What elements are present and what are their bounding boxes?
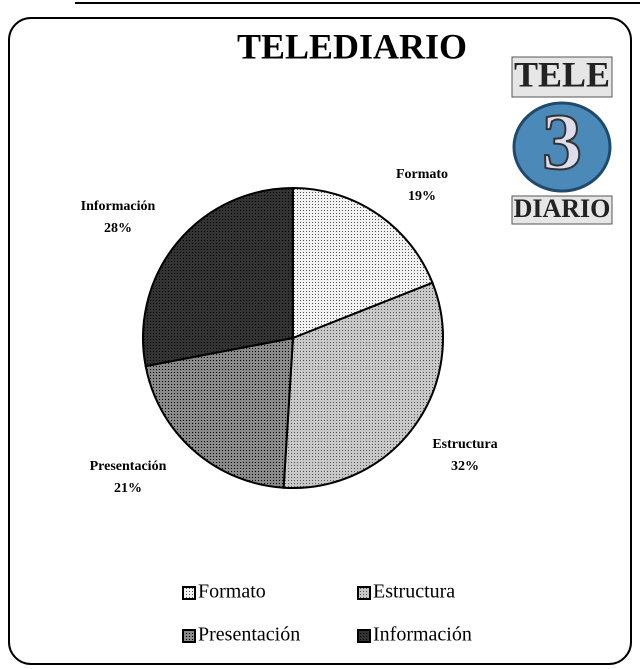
legend-swatch bbox=[182, 586, 196, 600]
logo-top-box bbox=[511, 56, 613, 98]
legend-swatch bbox=[357, 586, 371, 600]
logo-bottom-box bbox=[511, 195, 613, 225]
slice-label: Presentación bbox=[90, 459, 167, 474]
pie-slice bbox=[292, 186, 434, 340]
logo: TELE 3 DIARIO bbox=[511, 54, 613, 225]
slice-label: Formato bbox=[396, 167, 448, 182]
slice-label: Información bbox=[81, 199, 156, 214]
legend-label: Formato bbox=[198, 581, 266, 603]
pie-slice bbox=[142, 186, 294, 368]
slice-label: Estructura bbox=[432, 437, 497, 452]
slice-value: 32% bbox=[451, 459, 479, 474]
legend-swatch bbox=[182, 629, 196, 643]
logo-number: 3 bbox=[542, 98, 582, 186]
logo-globe bbox=[512, 101, 612, 193]
slice-value: 21% bbox=[114, 481, 142, 496]
legend-label: Estructura bbox=[373, 581, 455, 603]
logo-top: TELE bbox=[514, 54, 610, 94]
pie-slice bbox=[282, 281, 444, 489]
legend-swatch bbox=[357, 629, 371, 643]
slice-value: 19% bbox=[408, 189, 436, 204]
legend-label: Presentación bbox=[198, 624, 300, 646]
chart-title: TELEDIARIO bbox=[237, 26, 467, 66]
logo-bottom: DIARIO bbox=[514, 194, 611, 223]
slice-value: 28% bbox=[104, 221, 132, 236]
legend-label: Información bbox=[373, 624, 472, 646]
pie-slice bbox=[144, 336, 295, 489]
